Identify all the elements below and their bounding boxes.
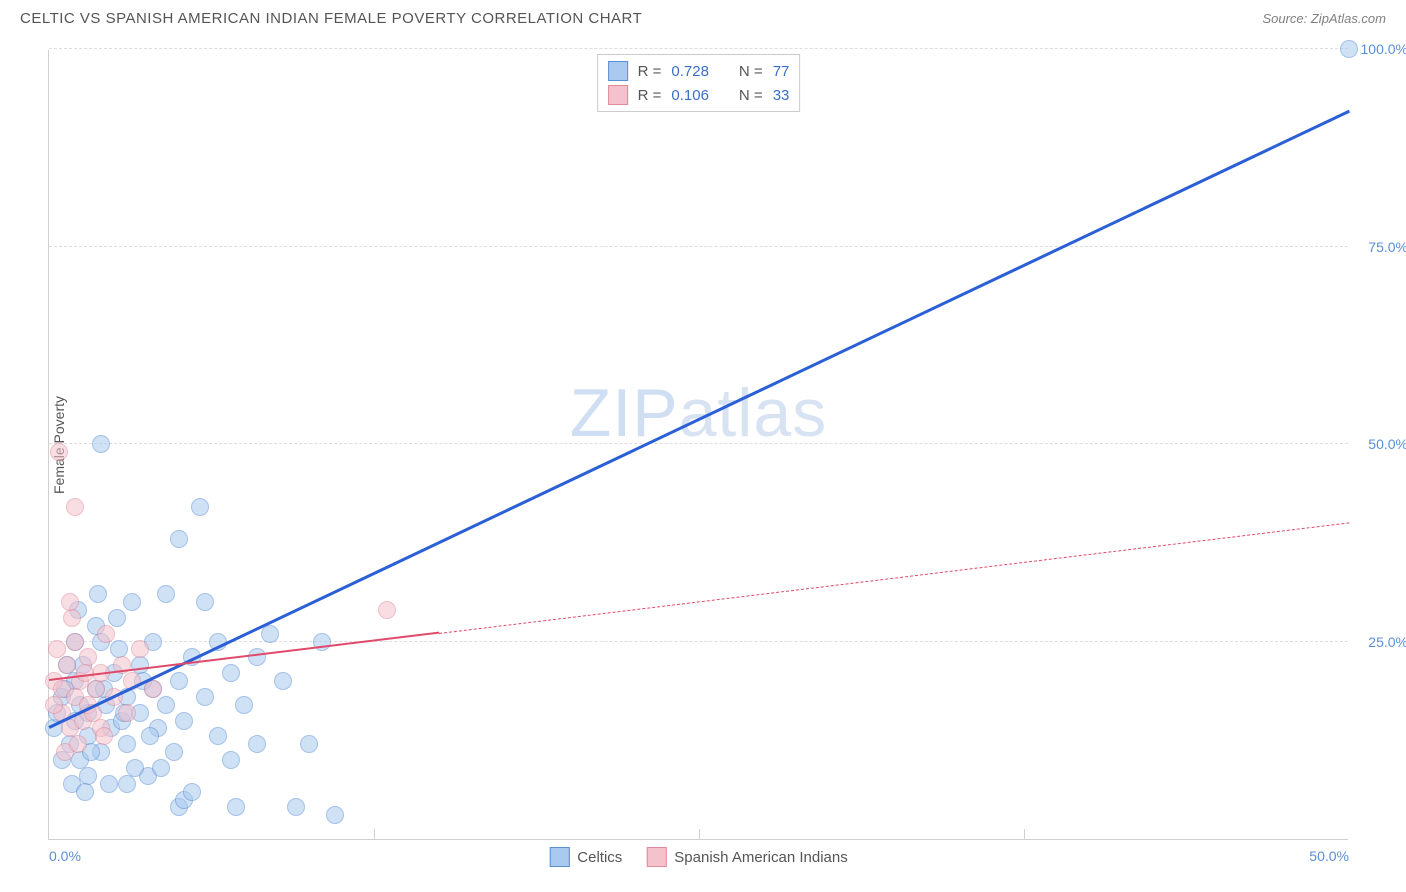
data-point <box>66 633 84 651</box>
data-point <box>50 443 68 461</box>
legend-label: Celtics <box>577 849 622 866</box>
legend-swatch <box>608 85 628 105</box>
data-point <box>183 783 201 801</box>
r-label: R = <box>638 87 662 104</box>
plot-area: ZIPatlas R =0.728N =77R =0.106N =33 Celt… <box>48 50 1348 840</box>
data-point <box>97 625 115 643</box>
data-point <box>175 712 193 730</box>
data-point <box>118 704 136 722</box>
data-point <box>227 798 245 816</box>
data-point <box>123 593 141 611</box>
gridline <box>49 246 1348 247</box>
data-point <box>89 585 107 603</box>
chart-header: CELTIC VS SPANISH AMERICAN INDIAN FEMALE… <box>0 0 1406 35</box>
x-tick <box>699 829 700 839</box>
data-point <box>131 640 149 658</box>
legend-label: Spanish American Indians <box>674 849 847 866</box>
data-point <box>100 775 118 793</box>
series-legend: Celtics Spanish American Indians <box>549 847 847 867</box>
trend-line <box>439 522 1349 634</box>
data-point <box>165 743 183 761</box>
x-tick <box>1024 829 1025 839</box>
gridline <box>49 48 1348 49</box>
data-point <box>287 798 305 816</box>
x-tick-label: 50.0% <box>1309 848 1349 864</box>
chart-title: CELTIC VS SPANISH AMERICAN INDIAN FEMALE… <box>20 10 642 27</box>
data-point <box>152 759 170 777</box>
data-point <box>92 435 110 453</box>
n-label: N = <box>739 87 763 104</box>
data-point <box>170 530 188 548</box>
x-tick-label: 0.0% <box>49 848 81 864</box>
data-point <box>261 625 279 643</box>
data-point <box>378 601 396 619</box>
data-point <box>222 664 240 682</box>
legend-swatch <box>646 847 666 867</box>
data-point <box>222 751 240 769</box>
gridline <box>49 443 1348 444</box>
data-point <box>66 498 84 516</box>
r-value: 0.106 <box>671 87 709 104</box>
y-tick-label: 100.0% <box>1361 41 1406 57</box>
watermark: ZIPatlas <box>570 374 827 452</box>
data-point <box>235 696 253 714</box>
data-point <box>126 759 144 777</box>
data-point <box>1340 40 1358 58</box>
data-point <box>144 680 162 698</box>
data-point <box>108 609 126 627</box>
data-point <box>58 656 76 674</box>
legend-row: R = 0.106 N = 33 <box>608 83 790 107</box>
data-point <box>63 609 81 627</box>
correlation-legend: R = 0.728 N = 77 R = 0.106 N = 33 <box>597 54 801 112</box>
y-tick-label: 25.0% <box>1368 634 1406 650</box>
data-point <box>248 648 266 666</box>
y-tick-label: 50.0% <box>1368 436 1406 452</box>
legend-row: R = 0.728 N = 77 <box>608 59 790 83</box>
n-value: 77 <box>773 63 790 80</box>
data-point <box>45 696 63 714</box>
y-tick-label: 75.0% <box>1368 239 1406 255</box>
data-point <box>209 727 227 745</box>
legend-swatch <box>608 61 628 81</box>
n-label: N = <box>739 63 763 80</box>
data-point <box>48 640 66 658</box>
data-point <box>248 735 266 753</box>
data-point <box>157 585 175 603</box>
chart-container: Female Poverty ZIPatlas R =0.728N =77R =… <box>48 50 1388 840</box>
legend-item: Spanish American Indians <box>646 847 847 867</box>
data-point <box>196 688 214 706</box>
data-point <box>69 735 87 753</box>
data-point <box>76 783 94 801</box>
data-point <box>61 593 79 611</box>
trend-line <box>48 110 1349 728</box>
source-attribution: Source: ZipAtlas.com <box>1262 11 1386 26</box>
data-point <box>118 775 136 793</box>
data-point <box>95 727 113 745</box>
legend-item: Celtics <box>549 847 622 867</box>
r-value: 0.728 <box>671 63 709 80</box>
legend-swatch <box>549 847 569 867</box>
data-point <box>118 735 136 753</box>
data-point <box>87 680 105 698</box>
data-point <box>274 672 292 690</box>
gridline <box>49 641 1348 642</box>
data-point <box>170 672 188 690</box>
data-point <box>196 593 214 611</box>
data-point <box>326 806 344 824</box>
x-tick <box>374 829 375 839</box>
data-point <box>141 727 159 745</box>
r-label: R = <box>638 63 662 80</box>
data-point <box>191 498 209 516</box>
data-point <box>300 735 318 753</box>
data-point <box>157 696 175 714</box>
n-value: 33 <box>773 87 790 104</box>
